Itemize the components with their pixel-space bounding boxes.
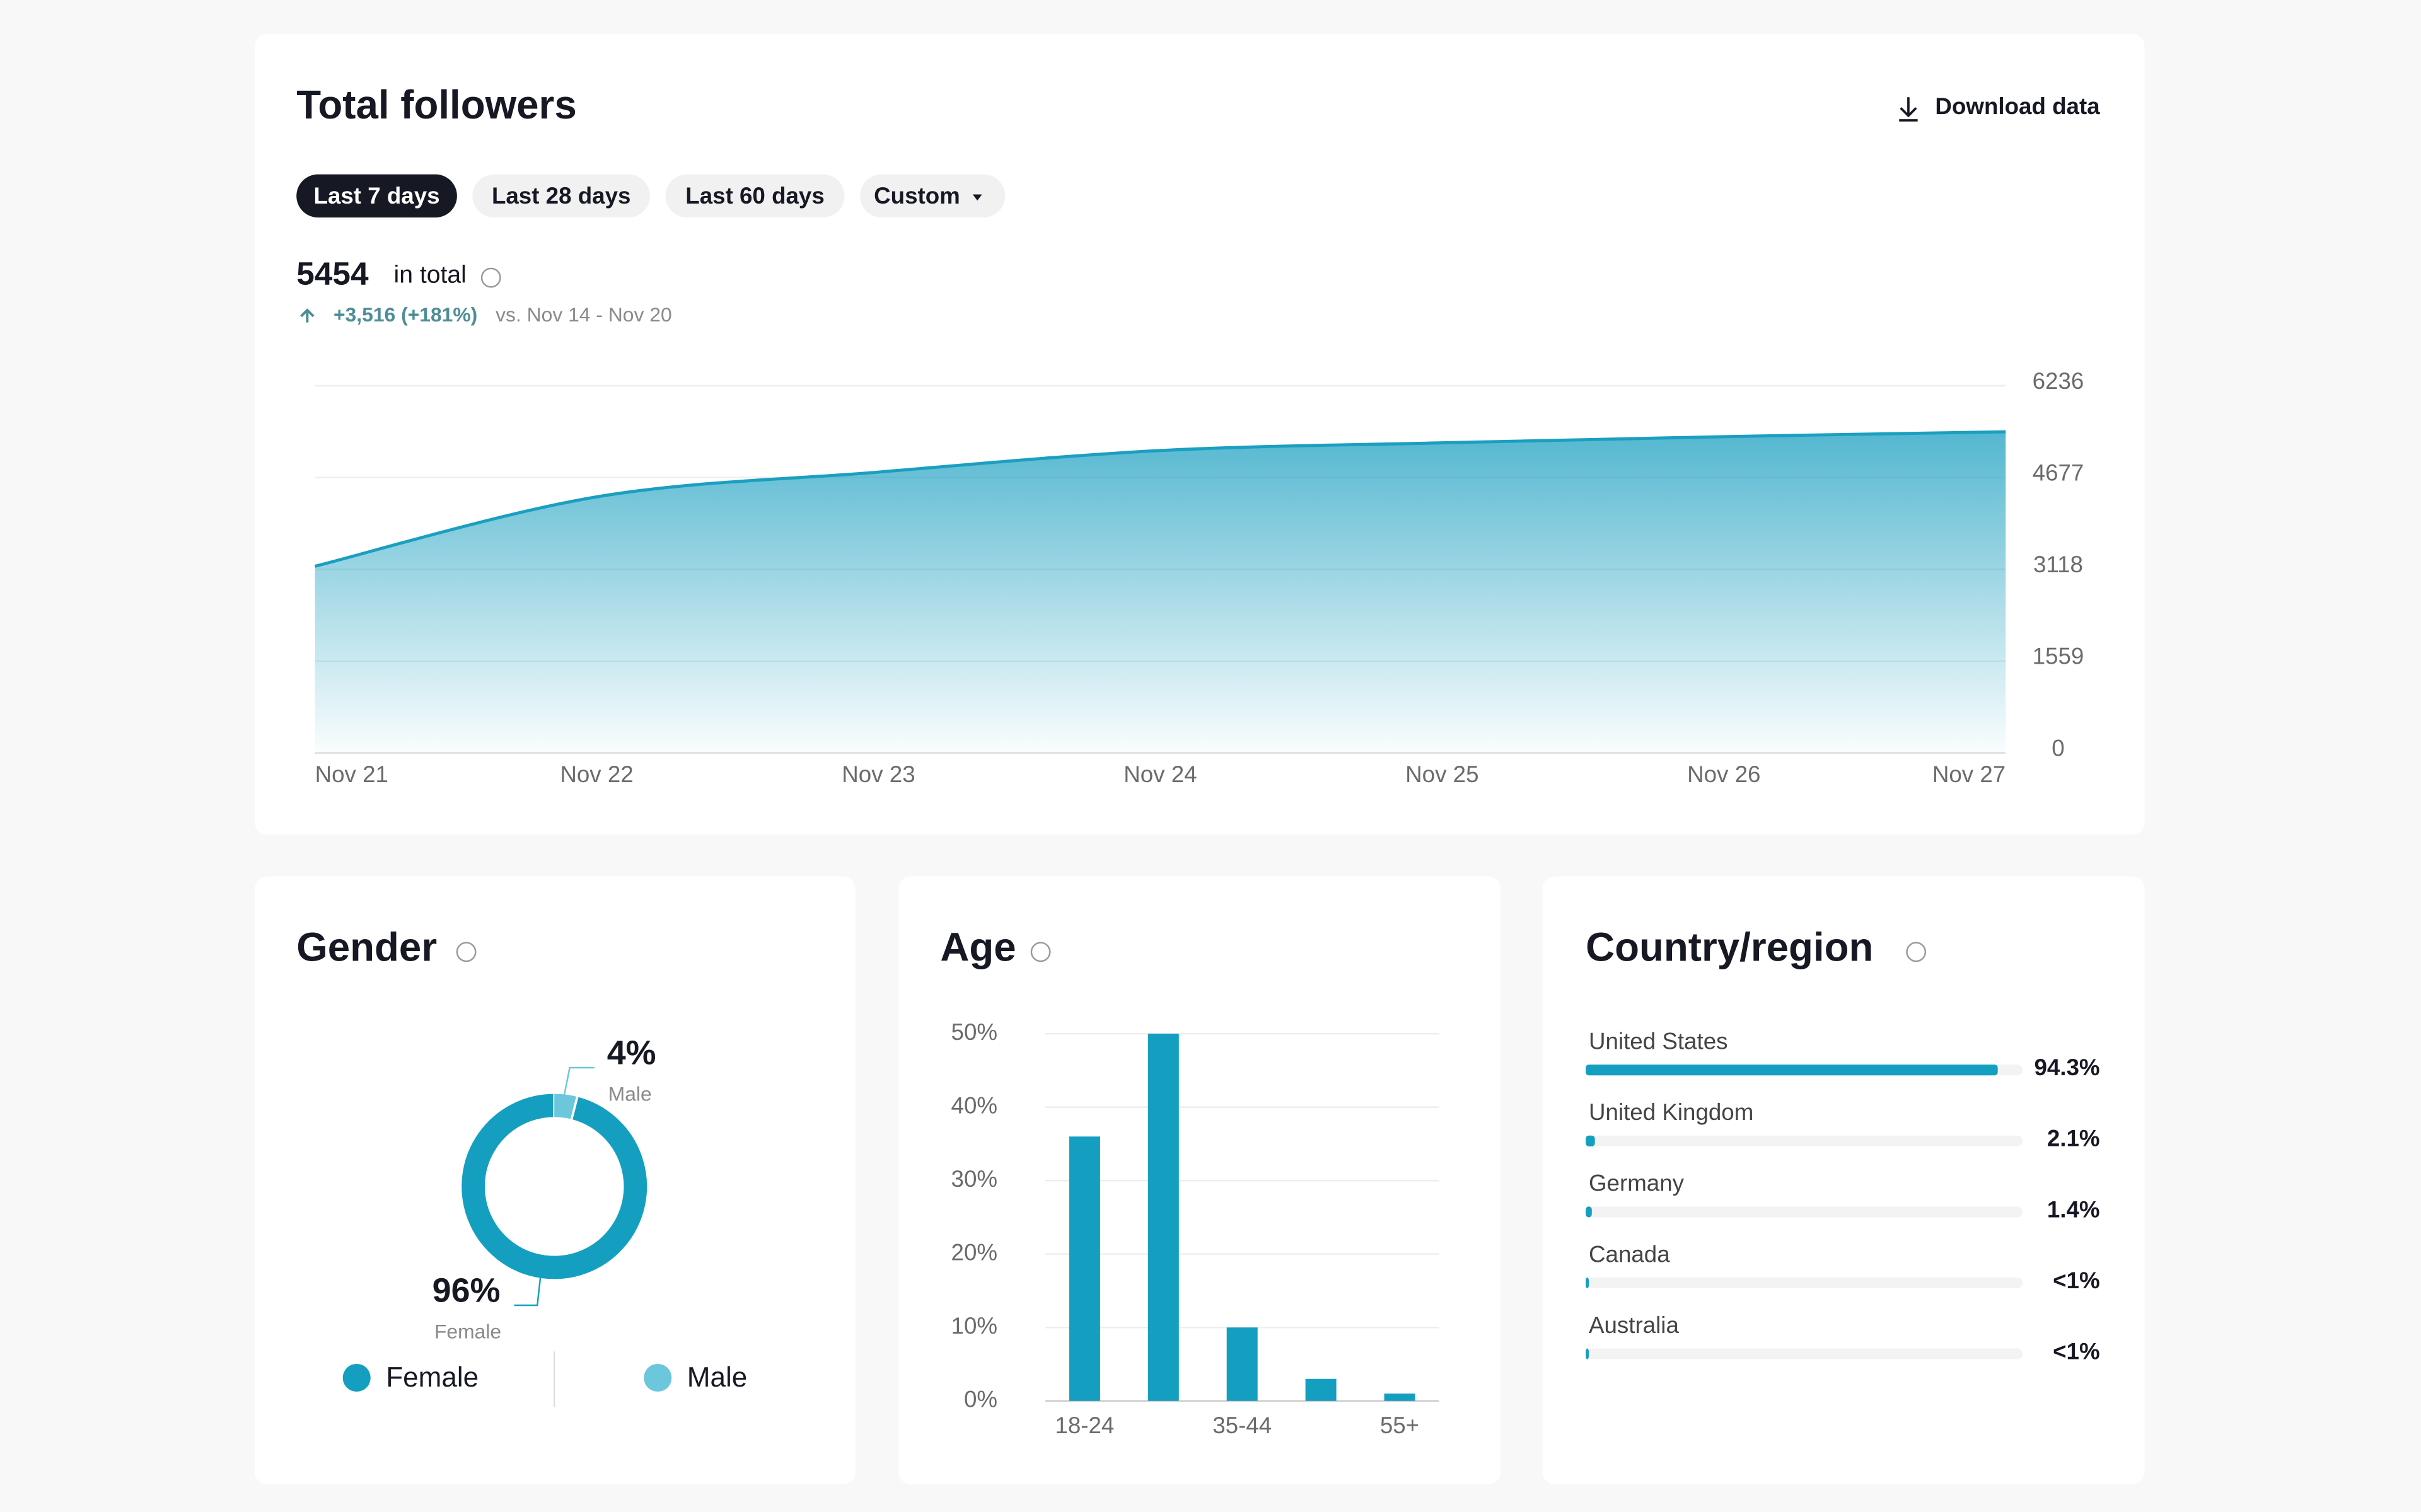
card-title: Age — [940, 925, 1016, 970]
area — [315, 432, 2006, 753]
x-tick-label: Nov 27 — [1932, 761, 2006, 787]
x-tick-label: Nov 26 — [1687, 761, 1760, 787]
donut-segment — [462, 1094, 647, 1279]
x-tick-label: Nov 21 — [315, 761, 388, 787]
leader-line — [514, 1277, 542, 1307]
segment-gap — [570, 1095, 579, 1121]
pct-label: 96% — [433, 1272, 501, 1310]
bar — [1147, 1034, 1179, 1401]
donut-segment — [554, 1094, 578, 1119]
bar — [1586, 1065, 1998, 1076]
bar-track — [1586, 1277, 2023, 1289]
card-title: Country/region — [1586, 925, 1873, 970]
info-icon[interactable] — [456, 942, 477, 962]
legend-swatch — [644, 1363, 672, 1392]
filter-pill[interactable] — [860, 174, 1006, 218]
filter-label[interactable]: Last 7 days — [314, 183, 440, 209]
y-tick-label: 10% — [951, 1313, 998, 1339]
y-tick-label: 3118 — [2033, 551, 2083, 577]
card — [1542, 876, 2145, 1484]
card-title: Gender — [296, 925, 437, 970]
card-title: Total followers — [296, 83, 577, 127]
legend-swatch — [342, 1363, 371, 1392]
y-tick-label: 40% — [951, 1092, 998, 1118]
y-tick-label: 50% — [951, 1019, 998, 1045]
bar-track — [1586, 1348, 2023, 1359]
value-label: 1.4% — [2047, 1196, 2100, 1222]
filter-pill[interactable] — [296, 174, 457, 218]
bar — [1586, 1348, 1589, 1359]
y-tick-label: 20% — [951, 1239, 998, 1265]
bar — [1226, 1327, 1258, 1401]
y-tick-label: 6236 — [2033, 368, 2084, 394]
country-label: Australia — [1589, 1312, 1679, 1338]
x-tick-label: Nov 23 — [842, 761, 915, 787]
y-tick-label: 1559 — [2033, 643, 2084, 669]
x-tick-label: 55+ — [1380, 1412, 1419, 1438]
y-tick-label: 0% — [964, 1386, 997, 1412]
y-tick-label: 0 — [2052, 735, 2064, 761]
country-label: Germany — [1589, 1170, 1685, 1196]
total-value: 5454 — [296, 255, 369, 292]
pct-label: 4% — [607, 1034, 656, 1072]
filter-label[interactable]: Custom — [874, 183, 960, 209]
bar — [1305, 1378, 1337, 1401]
bar — [1384, 1394, 1415, 1401]
line — [315, 430, 2006, 568]
value-label: <1% — [2053, 1339, 2100, 1365]
y-tick-label: 4677 — [2033, 459, 2084, 485]
bar — [1069, 1136, 1100, 1401]
filter-label[interactable]: Last 28 days — [492, 183, 630, 209]
value-label: <1% — [2053, 1267, 2100, 1293]
total-label: in total — [393, 262, 466, 289]
country-label: United States — [1589, 1029, 1727, 1054]
download-link[interactable]: Download data — [1935, 93, 2100, 119]
filter-label[interactable]: Last 60 days — [685, 183, 824, 209]
info-icon[interactable] — [1030, 942, 1051, 962]
x-tick-label: 18-24 — [1055, 1412, 1114, 1438]
country-label: United Kingdom — [1589, 1099, 1753, 1125]
filter-pill[interactable] — [665, 174, 845, 218]
change: +3,516 (+181%) — [334, 303, 477, 326]
pct-caption: Male — [608, 1082, 652, 1105]
pct-caption: Female — [434, 1320, 501, 1342]
info-icon[interactable] — [480, 267, 501, 288]
filter-pill[interactable] — [472, 174, 651, 218]
x-tick-label: 35-44 — [1212, 1412, 1272, 1438]
up-arrow — [300, 308, 315, 323]
comparison: vs. Nov 14 - Nov 20 — [496, 303, 672, 326]
bar — [1586, 1135, 1595, 1146]
bar-track — [1586, 1206, 2023, 1218]
bar-track — [1586, 1135, 2023, 1146]
bar — [1586, 1277, 1589, 1289]
bar — [1586, 1206, 1592, 1218]
x-tick-label: Nov 24 — [1123, 761, 1197, 787]
download-icon[interactable] — [1899, 97, 1918, 122]
card — [255, 876, 856, 1484]
leader-line — [562, 1066, 595, 1099]
dropdown-caret[interactable] — [972, 194, 982, 201]
value-label: 2.1% — [2047, 1126, 2100, 1151]
legend-label: Female — [386, 1362, 479, 1393]
y-tick-label: 30% — [951, 1166, 998, 1192]
x-tick-label: Nov 22 — [560, 761, 633, 787]
x-tick-label: Nov 25 — [1405, 761, 1478, 787]
value-label: 94.3% — [2034, 1054, 2099, 1080]
country-label: Canada — [1589, 1241, 1670, 1267]
legend-label: Male — [687, 1362, 748, 1393]
info-icon[interactable] — [1906, 942, 1927, 962]
